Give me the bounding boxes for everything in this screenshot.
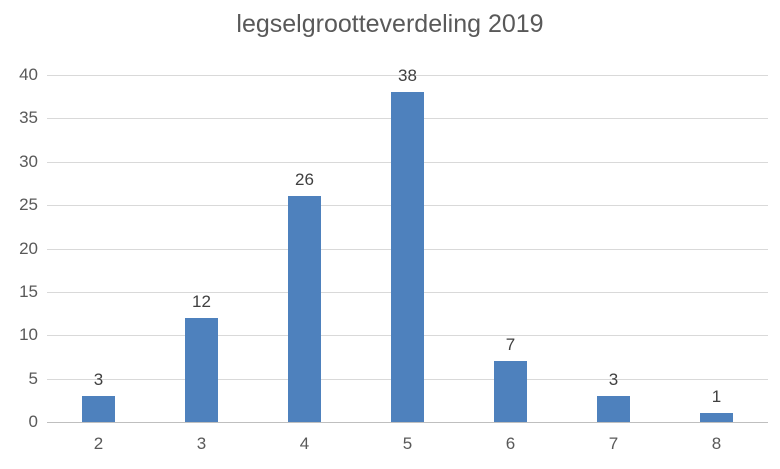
x-tick-label: 6 xyxy=(505,434,516,453)
x-tick-label: 7 xyxy=(608,434,619,453)
x-tick-label: 3 xyxy=(196,434,207,453)
bar-value-label: 3 xyxy=(608,369,619,389)
bar-value-label: 3 xyxy=(93,369,104,389)
bar-value-label: 38 xyxy=(398,66,417,86)
bar-value-label: 12 xyxy=(192,291,211,311)
bar xyxy=(597,395,630,422)
chart-title: legselgrootteverdeling 2019 xyxy=(236,10,544,38)
bar xyxy=(288,196,321,422)
y-tick-label: 20 xyxy=(19,238,38,258)
y-tick-label: 30 xyxy=(19,151,38,171)
bar xyxy=(700,413,733,422)
y-tick-label: 15 xyxy=(19,281,38,301)
y-tick-label: 10 xyxy=(19,325,38,345)
x-tick-label: 4 xyxy=(299,434,310,453)
y-tick-label: 40 xyxy=(19,65,38,84)
y-tick-label: 5 xyxy=(28,368,38,388)
gridline xyxy=(47,75,768,76)
x-axis-line xyxy=(47,422,768,423)
bar xyxy=(391,92,424,422)
y-tick-label: 25 xyxy=(19,195,38,215)
plot-area xyxy=(47,75,768,423)
y-tick-label: 35 xyxy=(19,108,38,128)
bar-value-label: 26 xyxy=(295,170,314,190)
bar-value-label: 1 xyxy=(711,387,722,407)
y-tick-label: 0 xyxy=(28,412,38,431)
bar-value-label: 7 xyxy=(505,335,516,355)
bar xyxy=(82,395,115,422)
x-tick-label: 8 xyxy=(711,434,722,453)
x-tick-label: 5 xyxy=(402,434,413,453)
bar xyxy=(494,361,527,422)
x-tick-label: 2 xyxy=(93,434,104,453)
bar xyxy=(185,317,218,422)
